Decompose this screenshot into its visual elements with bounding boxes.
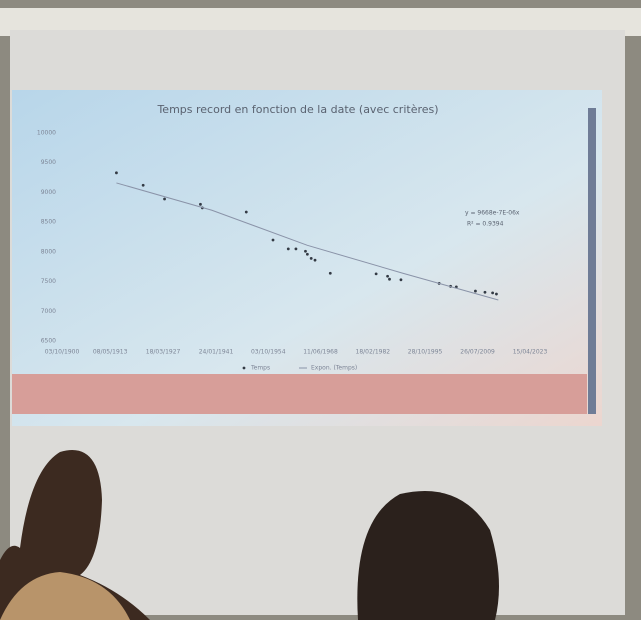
data-point [245, 211, 248, 214]
y-tick-label: 9000 [41, 189, 56, 196]
data-point [386, 275, 389, 278]
y-tick-label: 10000 [37, 130, 56, 137]
x-tick-label: 03/10/1900 [45, 349, 80, 356]
y-tick-label: 8500 [41, 219, 56, 226]
r-squared: R² = 0.9394 [467, 221, 504, 228]
data-point [400, 278, 403, 281]
x-tick-label: 24/01/1941 [199, 349, 234, 356]
data-point [142, 184, 145, 187]
data-point [375, 272, 378, 275]
y-tick-label: 6500 [41, 338, 56, 345]
y-tick-label: 9500 [41, 159, 56, 166]
data-point [474, 290, 477, 293]
legend-label: Temps [250, 365, 270, 372]
x-tick-label: 18/02/1982 [356, 349, 391, 356]
chart-title: Temps record en fonction de la date (ave… [156, 103, 438, 116]
x-tick-label: 15/04/2023 [513, 349, 548, 356]
data-point [295, 247, 298, 250]
x-tick-label: 18/03/1927 [146, 349, 181, 356]
data-point [306, 253, 309, 256]
page: {"chart_data": { "type": "scatter", "tit… [0, 0, 641, 620]
legend-swatch [243, 367, 246, 370]
scene: Temps record en fonction de la date (ave… [0, 0, 641, 620]
data-point [484, 291, 487, 294]
slide-edge [588, 108, 596, 414]
data-point [310, 257, 313, 260]
data-point [329, 272, 332, 275]
data-point [388, 278, 391, 281]
x-tick-label: 08/05/1913 [93, 349, 128, 356]
slide-band [12, 374, 587, 414]
data-point [163, 198, 166, 201]
y-tick-label: 8000 [41, 248, 56, 255]
data-point [272, 239, 275, 242]
x-tick-label: 03/10/1954 [251, 349, 286, 356]
x-tick-label: 11/06/1968 [303, 349, 338, 356]
y-tick-label: 7500 [41, 278, 56, 285]
legend-label: Expon. (Temps) [311, 365, 357, 372]
y-tick-label: 7000 [41, 308, 56, 315]
x-tick-label: 28/10/1995 [408, 349, 443, 356]
equation: y = 9668e-7E-06x [465, 210, 520, 217]
data-point [304, 250, 307, 253]
data-point [199, 203, 202, 206]
data-point [287, 247, 290, 250]
data-point [495, 293, 498, 296]
data-point [491, 291, 494, 294]
data-point [115, 171, 118, 174]
data-point [314, 259, 317, 262]
x-tick-label: 26/07/2009 [460, 349, 495, 356]
